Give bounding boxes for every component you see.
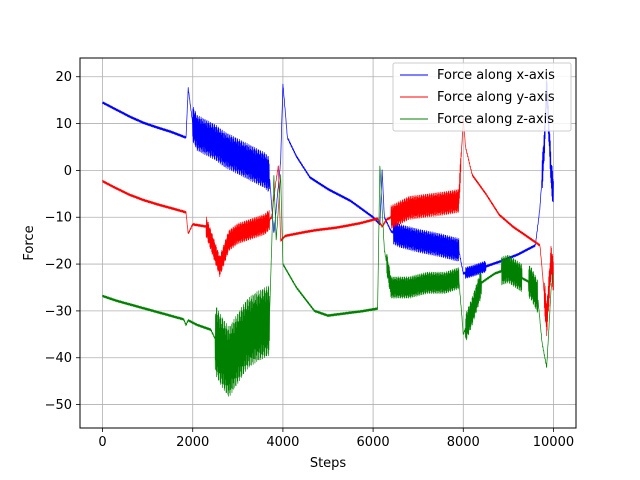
y-axis-ticks: 20 10 0 −10 −20 −30 −40 −50	[45, 70, 80, 413]
plot-frame	[79, 57, 577, 429]
y-tick-label: 10	[55, 117, 72, 132]
y-tick-label: −50	[45, 398, 72, 413]
x-tick-label: 10000	[533, 435, 574, 450]
series-line-z	[102, 165, 554, 397]
y-axis-label: Force	[22, 225, 37, 260]
legend-label-y: Force along y-axis	[437, 90, 555, 105]
y-tick-label: 20	[55, 70, 72, 85]
y-tick-label: −10	[45, 211, 72, 226]
x-tick-label: 8000	[447, 435, 480, 450]
x-axis-label: Steps	[310, 456, 347, 471]
legend-label-x: Force along x-axis	[437, 68, 555, 83]
x-tick-label: 2000	[176, 435, 209, 450]
legend-label-z: Force along z-axis	[437, 112, 554, 127]
x-axis-ticks: 0 2000 4000 6000 8000 10000	[98, 428, 574, 450]
y-tick-label: −30	[45, 304, 72, 319]
legend: Force along x-axis Force along y-axis Fo…	[392, 62, 572, 132]
x-tick-label: 4000	[266, 435, 299, 450]
y-tick-label: 0	[64, 164, 72, 179]
series-line-x	[102, 69, 554, 279]
y-tick-label: −40	[45, 351, 72, 366]
legend-box	[392, 62, 572, 132]
series-line-y	[102, 117, 554, 337]
y-tick-label: −20	[45, 258, 72, 273]
x-tick-label: 6000	[357, 435, 390, 450]
x-tick-label: 0	[98, 435, 106, 450]
series-layer	[102, 69, 554, 397]
